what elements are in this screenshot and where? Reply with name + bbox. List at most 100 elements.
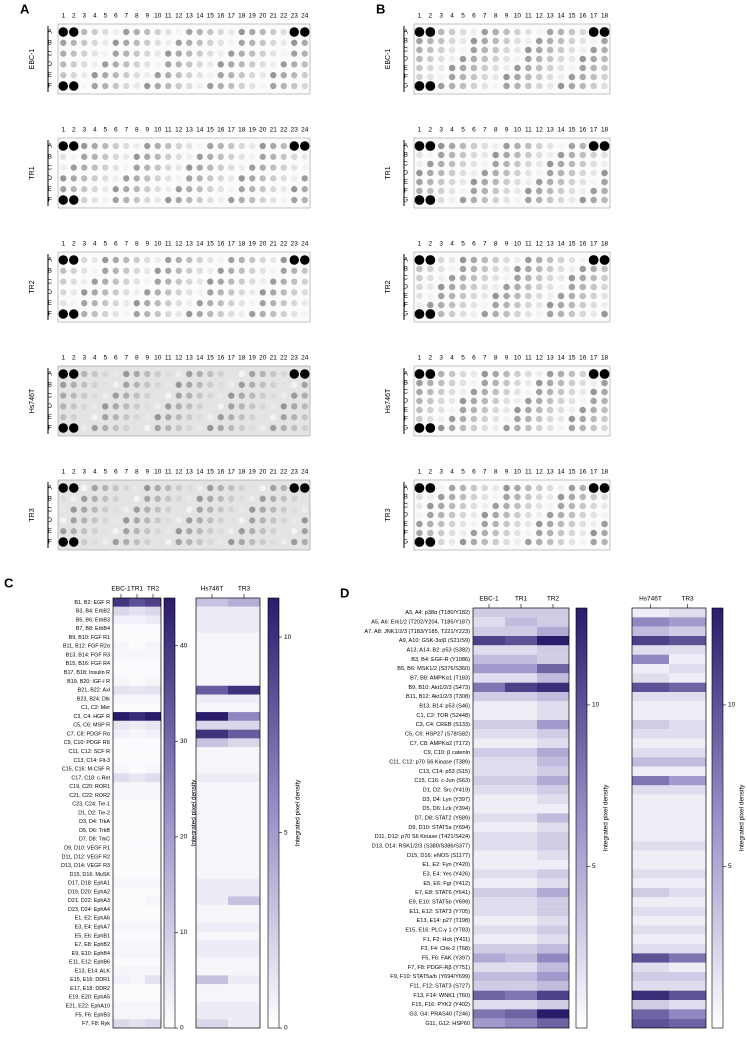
- blot-name: TR3: [29, 508, 36, 521]
- heatmap-cell: [473, 729, 505, 739]
- blot-spot: [425, 537, 436, 547]
- heatmap-cell: [228, 966, 260, 976]
- blot-spot: [459, 187, 467, 195]
- column-number: 5: [461, 355, 465, 362]
- blot-spot: [535, 28, 543, 36]
- row-label: D1, D2: Tie-2: [78, 810, 110, 816]
- blot-spot: [437, 64, 445, 72]
- blot-spot: [492, 538, 499, 546]
- blot-spot: [91, 424, 98, 432]
- blot-spot: [601, 55, 608, 63]
- heatmap-cell: [129, 913, 145, 923]
- blot-spot: [514, 502, 521, 510]
- blot-spot: [196, 495, 203, 502]
- column-number: 22: [280, 241, 288, 248]
- heatmap-cell: [145, 878, 161, 888]
- column-number: 15: [568, 127, 576, 134]
- blot-spot: [249, 196, 256, 204]
- heatmap-cell: [145, 826, 161, 835]
- blot-spot: [601, 64, 608, 72]
- row-label: D11, D12: p70 S6 Kinase (T421/S424): [375, 834, 470, 840]
- heatmap-cell: [145, 817, 161, 827]
- row-letter: A: [48, 143, 53, 150]
- heatmap-cell: [145, 1001, 161, 1011]
- blot-spot: [416, 169, 423, 177]
- column-number: 1: [418, 127, 422, 134]
- heatmap-cell: [145, 1010, 161, 1020]
- blot-spot: [133, 392, 140, 399]
- blot-spot: [492, 397, 499, 405]
- blot-spot: [557, 196, 565, 204]
- blot-spot: [102, 153, 109, 160]
- column-number: 8: [494, 13, 498, 20]
- row-label: C11, C12: SCF R: [68, 749, 110, 755]
- blot-spot: [186, 186, 193, 193]
- column-number: 1: [61, 241, 65, 248]
- blot-spot: [514, 511, 521, 519]
- heatmap-cell: [632, 729, 669, 739]
- heatmap-cell: [113, 1010, 129, 1020]
- column-header: TR1: [515, 596, 528, 603]
- blot-spot: [70, 381, 77, 388]
- blot-spot: [81, 403, 88, 410]
- blot-spot: [525, 484, 532, 492]
- blot-spot: [601, 511, 608, 519]
- blot-spot: [481, 310, 489, 318]
- blot-spot: [588, 369, 599, 379]
- heatmap-cell: [632, 645, 669, 655]
- blot-spot: [514, 406, 521, 414]
- blot-spot: [270, 196, 277, 204]
- heatmap-cell: [145, 703, 161, 713]
- heatmap-cell: [505, 701, 537, 711]
- blot-spot: [249, 370, 256, 378]
- blot-spot: [238, 72, 245, 79]
- column-number: 13: [186, 13, 194, 20]
- blot-spot: [590, 73, 597, 81]
- heatmap-cell: [129, 764, 145, 774]
- blot-spot: [301, 381, 308, 388]
- heatmap-cell: [669, 626, 706, 636]
- row-letter: B: [48, 40, 52, 47]
- blot-spot: [249, 506, 256, 513]
- heatmap-cell: [505, 944, 537, 954]
- blot-spot: [514, 256, 521, 264]
- heatmap-cell: [669, 813, 706, 823]
- blot-spot: [249, 256, 256, 264]
- blot-spot: [60, 300, 67, 307]
- column-number: 18: [601, 469, 609, 476]
- blot-spot: [427, 301, 434, 309]
- heatmap-cell: [196, 905, 228, 914]
- blot-spot: [535, 520, 543, 528]
- blot-spot: [207, 538, 214, 546]
- blot-spot: [579, 37, 587, 45]
- heatmap-cell: [505, 710, 537, 720]
- heatmap-cell: [473, 738, 505, 748]
- heatmap-cell: [113, 738, 129, 748]
- blot-spot: [579, 274, 587, 282]
- blot-spot: [154, 267, 161, 274]
- column-number: 13: [546, 127, 554, 134]
- blot-spot: [492, 55, 499, 63]
- row-letter: E: [48, 186, 53, 193]
- row-letter: F: [404, 74, 408, 81]
- blot-spot: [165, 267, 172, 274]
- blot-spot: [175, 506, 182, 513]
- colorbar-tick-label: 5: [284, 829, 288, 836]
- blot-spot: [81, 175, 88, 182]
- heatmap-cell: [129, 826, 145, 835]
- blot-spot: [280, 175, 287, 182]
- blot-spot: [165, 175, 172, 182]
- blot-spot: [249, 175, 256, 182]
- blot-spot: [291, 528, 298, 535]
- blot-spot: [270, 164, 277, 171]
- blot-spot: [270, 310, 277, 318]
- column-number: 17: [228, 469, 236, 476]
- blot-spot: [102, 39, 109, 46]
- heatmap-cell: [669, 1018, 706, 1028]
- blot-spot: [186, 256, 193, 264]
- blot-spot: [186, 153, 193, 160]
- blot-spot: [102, 82, 109, 90]
- heatmap-cell: [473, 860, 505, 870]
- column-header: TR2: [147, 586, 160, 593]
- blot-spot: [91, 256, 98, 264]
